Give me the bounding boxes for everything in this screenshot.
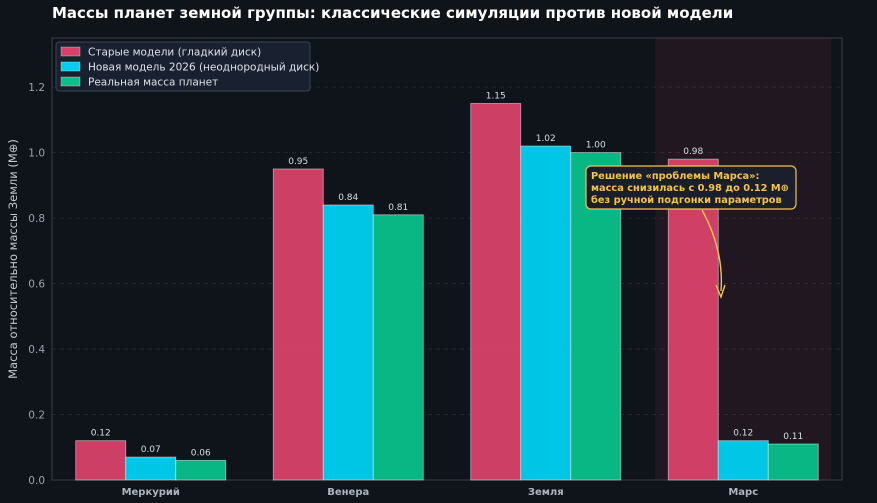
annotation-arrow bbox=[701, 209, 723, 292]
bar bbox=[175, 459, 227, 481]
bar bbox=[372, 214, 424, 481]
legend-swatch bbox=[60, 61, 81, 72]
x-tick-label: Земля bbox=[528, 487, 564, 498]
bar-value-label: 0.81 bbox=[388, 203, 408, 213]
bar-value-label: 0.12 bbox=[91, 429, 111, 439]
bar bbox=[667, 158, 719, 481]
annotation-text: без ручной подгонки параметров bbox=[591, 194, 782, 206]
bar bbox=[125, 456, 177, 481]
legend-swatch bbox=[60, 76, 81, 87]
bar-value-label: 0.98 bbox=[683, 147, 703, 157]
bar-value-label: 0.11 bbox=[783, 432, 803, 442]
bar bbox=[470, 103, 522, 481]
chart-title: Массы планет земной группы: классические… bbox=[52, 4, 733, 22]
legend-swatch bbox=[60, 46, 81, 57]
x-tick-label: Венера bbox=[327, 487, 369, 498]
y-tick-label: 0.0 bbox=[28, 475, 45, 487]
bar bbox=[520, 145, 572, 481]
bar bbox=[75, 440, 127, 481]
y-tick-label: 0.4 bbox=[28, 344, 45, 356]
x-tick-label: Меркурий bbox=[122, 487, 180, 498]
bar bbox=[767, 443, 819, 481]
bar bbox=[272, 168, 324, 481]
plot-frame bbox=[51, 37, 843, 481]
y-tick-label: 0.6 bbox=[28, 279, 45, 291]
legend-label: Реальная масса планет bbox=[88, 77, 218, 89]
legend-box bbox=[55, 41, 311, 92]
legend-label: Старые модели (гладкий диск) bbox=[88, 47, 261, 59]
y-tick-label: 1.2 bbox=[28, 82, 45, 94]
annotation-box bbox=[585, 165, 797, 210]
annotation-text: масса снизилась с 0.98 до 0.12 M⊕ bbox=[591, 183, 789, 194]
bar bbox=[717, 440, 769, 481]
annotation-text: Решение «проблемы Марса»: bbox=[591, 170, 759, 182]
bar-value-label: 0.12 bbox=[733, 429, 753, 439]
x-tick-label: Марс bbox=[728, 487, 758, 498]
annotation-arrowhead bbox=[715, 284, 726, 299]
bar-value-label: 0.84 bbox=[338, 193, 358, 203]
bar-value-label: 1.15 bbox=[486, 91, 506, 101]
bar-value-label: 1.02 bbox=[536, 134, 556, 144]
bar-value-label: 0.95 bbox=[288, 157, 308, 167]
bar-value-label: 1.00 bbox=[586, 141, 606, 151]
bar-value-label: 0.07 bbox=[141, 445, 161, 455]
bar bbox=[322, 204, 374, 481]
y-axis-label: Масса относительно массы Земли (M⊕) bbox=[6, 139, 20, 379]
y-tick-label: 0.2 bbox=[28, 410, 45, 422]
bar-value-label: 0.06 bbox=[191, 448, 211, 458]
y-tick-label: 1.0 bbox=[28, 148, 45, 160]
y-tick-label: 0.8 bbox=[28, 213, 45, 225]
legend-label: Новая модель 2026 (неоднородный диск) bbox=[88, 62, 319, 74]
